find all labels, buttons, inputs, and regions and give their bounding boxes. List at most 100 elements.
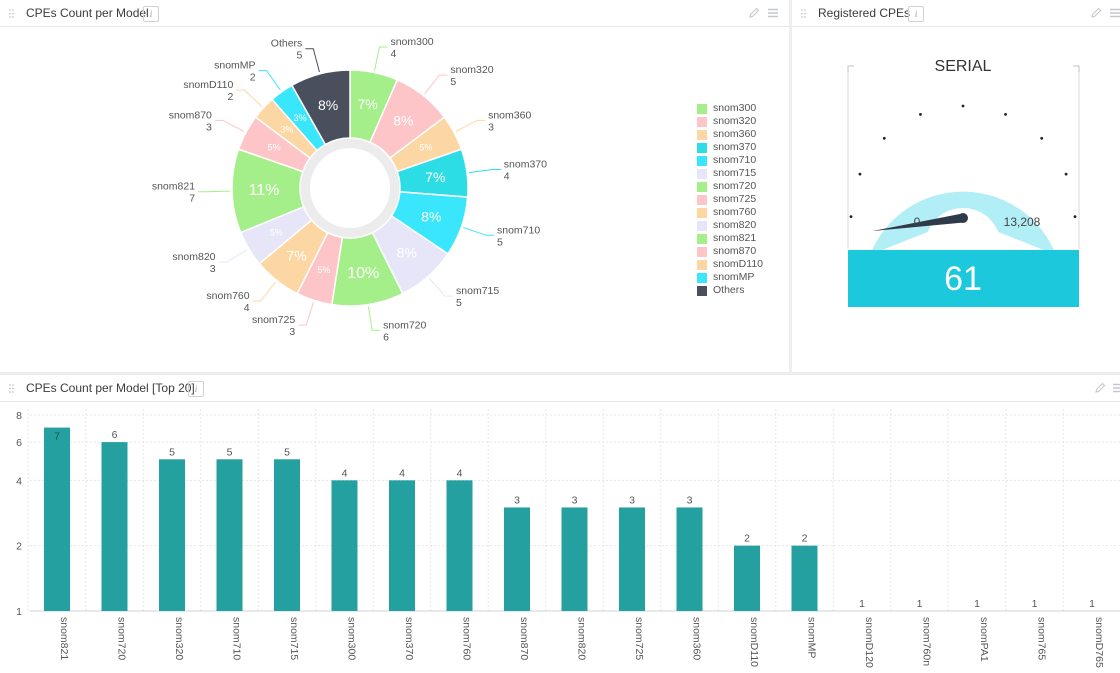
x-tick-label: snomPA1 bbox=[978, 617, 990, 662]
bar-value-label: 2 bbox=[802, 533, 808, 545]
legend-item-snom320[interactable]: snom320 bbox=[697, 115, 763, 128]
pie-pct-label: 5% bbox=[270, 227, 283, 237]
legend-item-snom821[interactable]: snom821 bbox=[697, 232, 763, 245]
bar-snom820[interactable] bbox=[561, 507, 588, 611]
legend-label: snom715 bbox=[713, 167, 757, 179]
edit-icon[interactable] bbox=[1090, 7, 1102, 19]
x-tick-label: snom725 bbox=[633, 617, 645, 660]
x-tick-label: snom760n bbox=[921, 617, 933, 666]
gauge-panel-title: Registered CPEs bbox=[818, 6, 911, 20]
gauge-value: 61 bbox=[944, 260, 982, 298]
bar-snom725[interactable] bbox=[619, 507, 645, 611]
info-icon[interactable]: i bbox=[143, 6, 159, 22]
legend-swatch bbox=[697, 220, 707, 231]
x-tick-label: snom710 bbox=[231, 617, 243, 660]
legend-item-snom360[interactable]: snom360 bbox=[697, 128, 763, 141]
bar-snom300[interactable] bbox=[331, 480, 358, 611]
bar-value-label: 5 bbox=[227, 446, 233, 458]
bar-snom821[interactable] bbox=[44, 427, 70, 611]
legend-item-snomd110[interactable]: snomD110 bbox=[697, 258, 763, 271]
menu-icon[interactable] bbox=[1109, 7, 1120, 19]
pie-pct-label: 8% bbox=[393, 113, 413, 129]
pie-outer-label: snom360 3 bbox=[488, 109, 531, 133]
drag-handle-icon[interactable] bbox=[801, 9, 807, 18]
bar-snom370[interactable] bbox=[389, 480, 415, 611]
legend-item-snom710[interactable]: snom710 bbox=[697, 154, 763, 167]
gauge-tick bbox=[849, 215, 853, 218]
gauge-widget: SERIAL 0 13,208 61 bbox=[847, 58, 1080, 307]
bar-snomd110[interactable] bbox=[734, 545, 760, 611]
menu-icon[interactable] bbox=[1112, 382, 1120, 394]
x-tick-label: snom765 bbox=[1036, 617, 1048, 660]
legend-item-snom870[interactable]: snom870 bbox=[697, 245, 763, 258]
pie-pct-label: 8% bbox=[318, 97, 338, 113]
gauge-tick bbox=[1004, 112, 1007, 116]
pie-outer-label: snom725 3 bbox=[252, 314, 295, 338]
pie-outer-label: Others 5 bbox=[271, 38, 303, 62]
bar-snom320[interactable] bbox=[159, 459, 185, 611]
edit-icon[interactable] bbox=[1094, 382, 1106, 394]
y-tick-label: 6 bbox=[16, 437, 22, 449]
legend-label: snom870 bbox=[713, 245, 757, 257]
legend-item-snom820[interactable]: snom820 bbox=[697, 219, 763, 232]
info-icon[interactable]: i bbox=[188, 381, 204, 397]
pie-outer-label: snom370 4 bbox=[504, 159, 547, 183]
menu-icon[interactable] bbox=[767, 7, 779, 19]
pie-pct-label: 3% bbox=[294, 113, 307, 123]
y-tick-label: 4 bbox=[16, 475, 22, 487]
legend-item-snommp[interactable]: snomMP bbox=[697, 271, 763, 284]
legend-label: snom370 bbox=[713, 141, 757, 153]
x-tick-label: snomD110 bbox=[748, 617, 760, 667]
legend-label: Others bbox=[713, 284, 745, 296]
pie-outer-label: snom870 3 bbox=[169, 109, 212, 133]
bar-panel-header: CPEs Count per Model [Top 20] i bbox=[0, 375, 1120, 402]
legend-swatch bbox=[697, 103, 707, 114]
legend-item-snom760[interactable]: snom760 bbox=[697, 206, 763, 219]
info-icon[interactable]: i bbox=[908, 6, 924, 22]
bar-snommp[interactable] bbox=[791, 545, 818, 611]
gauge-tick bbox=[1064, 172, 1068, 176]
bar-snom715[interactable] bbox=[274, 459, 300, 611]
gauge-tick bbox=[1073, 215, 1077, 218]
drag-handle-icon[interactable] bbox=[9, 384, 15, 393]
drag-handle-icon[interactable] bbox=[9, 9, 15, 18]
gauge-tick bbox=[1040, 136, 1044, 140]
legend-swatch bbox=[697, 285, 707, 296]
legend-item-snom725[interactable]: snom725 bbox=[697, 193, 763, 206]
bar-value-label: 5 bbox=[284, 446, 290, 458]
gauge-title: SERIAL bbox=[935, 58, 992, 75]
legend-label: snom710 bbox=[713, 154, 757, 166]
pie-legend: snom300 snom320 snom360 snom370 snom710 snom7… bbox=[697, 102, 763, 297]
bar-value-label: 1 bbox=[859, 598, 865, 610]
edit-icon[interactable] bbox=[748, 7, 760, 19]
bar-snom720[interactable] bbox=[101, 442, 128, 611]
legend-label: snom820 bbox=[713, 219, 757, 231]
legend-item-snom300[interactable]: snom300 bbox=[697, 102, 763, 115]
bar-value-label: 4 bbox=[342, 467, 348, 479]
pie-slice-others[interactable] bbox=[290, 69, 351, 146]
bar-snom870[interactable] bbox=[504, 507, 530, 611]
legend-label: snom320 bbox=[713, 115, 757, 127]
bar-snom710[interactable] bbox=[216, 459, 243, 611]
y-tick-label: 8 bbox=[16, 410, 22, 422]
legend-label: snom720 bbox=[713, 180, 757, 192]
legend-item-snom715[interactable]: snom715 bbox=[697, 167, 763, 180]
bar-snom760[interactable] bbox=[446, 480, 473, 611]
legend-swatch bbox=[697, 129, 707, 140]
legend-label: snom760 bbox=[713, 206, 757, 218]
legend-item-snom720[interactable]: snom720 bbox=[697, 180, 763, 193]
pie-pct-label: 5% bbox=[317, 265, 330, 275]
bar-snom360[interactable] bbox=[676, 507, 703, 611]
legend-swatch bbox=[697, 181, 707, 192]
bar-value-label: 3 bbox=[687, 494, 693, 506]
pie-outer-label: snom710 5 bbox=[497, 224, 540, 248]
x-tick-label: snom300 bbox=[346, 617, 358, 660]
x-tick-label: snom720 bbox=[116, 617, 128, 660]
gauge-tick bbox=[919, 112, 922, 116]
legend-label: snom360 bbox=[713, 128, 757, 140]
pie-pct-label: 5% bbox=[268, 143, 281, 153]
legend-swatch bbox=[697, 233, 707, 244]
legend-item-snom370[interactable]: snom370 bbox=[697, 141, 763, 154]
legend-item-others[interactable]: Others bbox=[697, 284, 763, 297]
bar-value-label: 3 bbox=[572, 494, 578, 506]
